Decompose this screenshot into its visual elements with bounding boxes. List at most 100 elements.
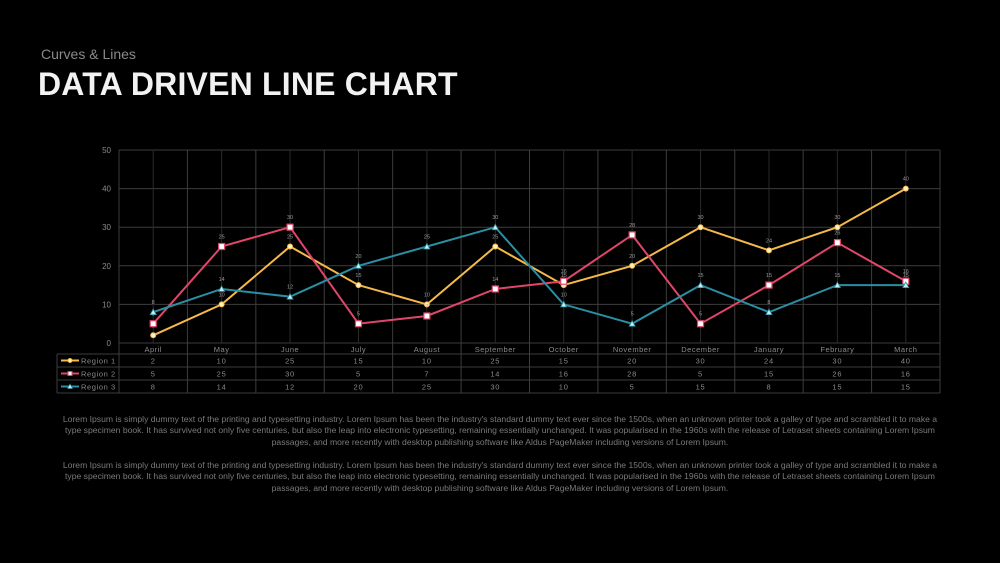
data-label: 15 [903, 273, 909, 279]
data-point-marker [286, 223, 294, 231]
table-cell: 5 [698, 370, 703, 379]
data-point-marker [765, 308, 773, 316]
table-cell: 10 [217, 357, 227, 366]
data-point-marker [492, 243, 499, 250]
data-label: 8 [152, 300, 155, 306]
data-label: 24 [766, 238, 772, 244]
legend-label: Region 3 [81, 383, 116, 392]
data-label: 25 [492, 235, 498, 241]
data-label: 10 [424, 292, 430, 298]
x-category-label: April [144, 345, 162, 354]
table-cell: 10 [422, 357, 432, 366]
slide-subtitle: Curves & Lines [41, 46, 136, 62]
x-category-label: November [613, 345, 652, 354]
data-label: 15 [561, 273, 567, 279]
slide-title: DATA DRIVEN LINE CHART [38, 66, 458, 102]
data-label: 10 [219, 292, 225, 298]
table-cell: 24 [764, 357, 774, 366]
y-tick-label: 20 [102, 262, 111, 271]
table-cell: 14 [217, 383, 227, 392]
table-cell: 15 [696, 383, 706, 392]
data-point-marker [218, 301, 225, 308]
table-cell: 10 [559, 383, 569, 392]
data-point-marker [287, 243, 294, 250]
data-point-marker [628, 319, 636, 327]
y-tick-label: 10 [102, 300, 111, 309]
table-cell: 15 [764, 370, 774, 379]
data-label: 7 [425, 304, 428, 310]
legend-key-marker [66, 383, 74, 389]
table-cell: 30 [696, 357, 706, 366]
x-category-label: February [820, 345, 854, 354]
table-cell: 5 [356, 370, 361, 379]
table-cell: 15 [559, 357, 569, 366]
data-point-marker [628, 231, 636, 239]
table-cell: 30 [490, 383, 500, 392]
series-line-region-3 [152, 226, 906, 325]
table-cell: 15 [832, 383, 842, 392]
table-cell: 20 [353, 383, 363, 392]
x-category-label: August [414, 345, 441, 354]
data-label: 15 [355, 273, 361, 279]
x-category-label: June [281, 345, 299, 354]
table-cell: 16 [901, 370, 911, 379]
data-label: 5 [357, 312, 360, 318]
data-label: 30 [834, 215, 840, 221]
data-label: 12 [287, 285, 293, 291]
data-label: 20 [355, 254, 361, 260]
data-label: 26 [834, 231, 840, 237]
legend-label: Region 1 [81, 357, 116, 366]
data-point-marker [902, 281, 910, 289]
data-point-marker [217, 285, 226, 292]
data-point-marker [423, 301, 430, 308]
data-point-marker [697, 224, 704, 231]
table-cell: 5 [151, 370, 156, 379]
data-point-marker [629, 262, 636, 269]
data-point-marker [902, 185, 909, 192]
data-label: 14 [492, 277, 498, 283]
data-point-marker [833, 281, 842, 289]
data-point-marker [218, 242, 226, 251]
table-cell: 26 [832, 370, 842, 379]
data-label: 5 [631, 312, 634, 318]
x-category-label: October [549, 345, 579, 354]
data-label: 5 [699, 312, 702, 318]
table-cell: 30 [832, 357, 842, 366]
table-cell: 8 [151, 383, 156, 392]
data-label: 15 [697, 273, 703, 279]
table-cell: 8 [766, 383, 771, 392]
x-category-label: September [475, 345, 516, 354]
table-cell: 25 [490, 357, 500, 366]
table-cell: 15 [901, 383, 911, 392]
data-label: 25 [424, 235, 430, 241]
table-cell: 16 [559, 370, 569, 379]
data-label: 40 [903, 177, 909, 183]
series-line-region-2 [152, 226, 907, 325]
y-tick-label: 0 [107, 339, 112, 348]
data-label: 28 [629, 223, 635, 229]
data-point-marker [696, 320, 705, 328]
data-point-marker [560, 277, 568, 285]
data-label: 20 [629, 254, 635, 260]
table-cell: 28 [627, 370, 637, 379]
data-label: 10 [561, 292, 567, 298]
data-label: 30 [697, 215, 703, 221]
x-category-label: July [351, 345, 366, 354]
table-cell: 14 [490, 370, 500, 379]
table-cell: 20 [627, 357, 637, 366]
data-point-marker [491, 223, 499, 231]
data-point-marker [354, 261, 363, 269]
table-cell: 25 [285, 357, 295, 366]
y-tick-label: 30 [102, 223, 111, 232]
table-cell: 40 [901, 357, 911, 366]
data-point-marker [560, 300, 568, 308]
data-point-marker [286, 292, 294, 300]
data-label: 14 [219, 277, 225, 283]
y-tick-label: 50 [102, 146, 111, 155]
x-category-label: March [894, 345, 917, 354]
data-point-marker [834, 224, 841, 231]
data-point-marker [355, 282, 362, 289]
data-point-marker [765, 281, 773, 289]
data-label: 8 [767, 300, 770, 306]
line-chart: 0 10 20 30 40 50 2 10 25 15 10 25 15 20 30 24 30 40 5 25 30 5… [56, 146, 941, 394]
